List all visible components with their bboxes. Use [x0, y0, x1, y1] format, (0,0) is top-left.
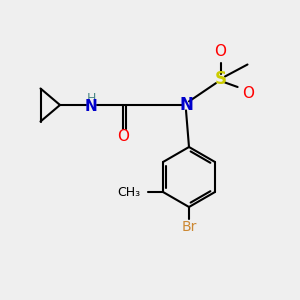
Text: O: O	[117, 129, 129, 144]
Text: CH₃: CH₃	[117, 185, 140, 199]
Text: H: H	[87, 92, 96, 105]
Text: O: O	[242, 85, 254, 100]
Text: Br: Br	[181, 220, 197, 233]
Text: N: N	[85, 99, 98, 114]
Text: O: O	[214, 44, 226, 59]
Text: N: N	[179, 96, 193, 114]
Text: S: S	[214, 70, 226, 88]
